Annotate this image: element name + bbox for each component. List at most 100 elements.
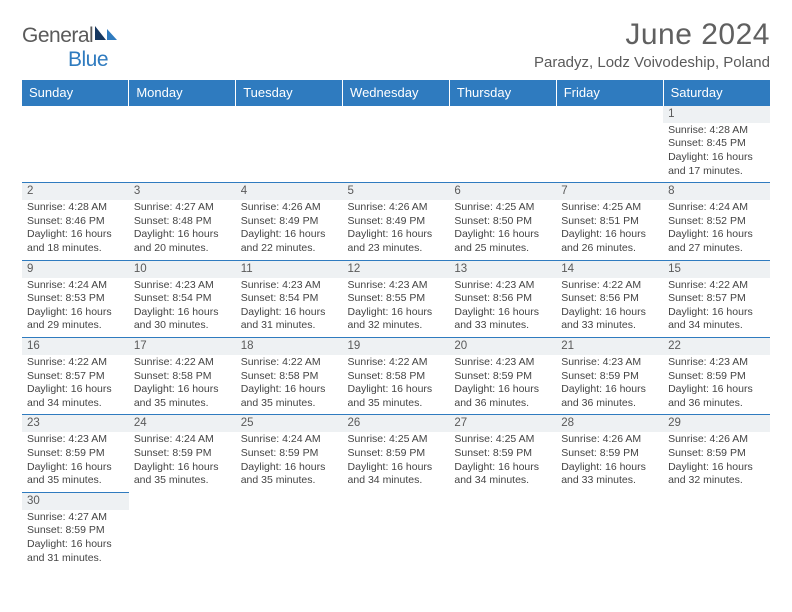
empty-cell xyxy=(663,510,770,570)
weekday-header: Sunday xyxy=(22,80,129,106)
sunset-text: Sunset: 8:46 PM xyxy=(27,215,124,229)
sunrise-text: Sunrise: 4:23 AM xyxy=(561,356,658,370)
daylight-text: Daylight: 16 hours and 36 minutes. xyxy=(561,383,658,410)
day-number-cell: 21 xyxy=(556,338,663,355)
day-info-cell: Sunrise: 4:22 AMSunset: 8:58 PMDaylight:… xyxy=(236,355,343,415)
sunset-text: Sunset: 8:49 PM xyxy=(348,215,445,229)
empty-cell xyxy=(663,492,770,509)
day-info-cell: Sunrise: 4:25 AMSunset: 8:51 PMDaylight:… xyxy=(556,200,663,260)
sunrise-text: Sunrise: 4:24 AM xyxy=(27,279,124,293)
empty-cell xyxy=(129,123,236,183)
day-number-cell: 27 xyxy=(449,415,556,432)
day-number-row: 9101112131415 xyxy=(22,260,770,277)
empty-cell xyxy=(556,510,663,570)
daylight-text: Daylight: 16 hours and 35 minutes. xyxy=(241,461,338,488)
day-info-cell: Sunrise: 4:22 AMSunset: 8:57 PMDaylight:… xyxy=(22,355,129,415)
empty-cell xyxy=(22,106,129,123)
day-info-cell: Sunrise: 4:26 AMSunset: 8:59 PMDaylight:… xyxy=(663,432,770,492)
empty-cell xyxy=(129,510,236,570)
day-info-cell: Sunrise: 4:23 AMSunset: 8:56 PMDaylight:… xyxy=(449,278,556,338)
daylight-text: Daylight: 16 hours and 34 minutes. xyxy=(668,306,765,333)
day-number-cell: 14 xyxy=(556,260,663,277)
day-info-cell: Sunrise: 4:24 AMSunset: 8:53 PMDaylight:… xyxy=(22,278,129,338)
day-number-cell: 11 xyxy=(236,260,343,277)
daylight-text: Daylight: 16 hours and 20 minutes. xyxy=(134,228,231,255)
sunset-text: Sunset: 8:59 PM xyxy=(668,447,765,461)
day-number-cell: 9 xyxy=(22,260,129,277)
sunrise-text: Sunrise: 4:23 AM xyxy=(454,279,551,293)
sunrise-text: Sunrise: 4:26 AM xyxy=(668,433,765,447)
sunset-text: Sunset: 8:59 PM xyxy=(241,447,338,461)
day-info-row: Sunrise: 4:28 AMSunset: 8:45 PMDaylight:… xyxy=(22,123,770,183)
daylight-text: Daylight: 16 hours and 32 minutes. xyxy=(668,461,765,488)
day-number-cell: 20 xyxy=(449,338,556,355)
daylight-text: Daylight: 16 hours and 33 minutes. xyxy=(561,306,658,333)
empty-cell xyxy=(22,123,129,183)
sunset-text: Sunset: 8:59 PM xyxy=(561,447,658,461)
day-number-cell: 4 xyxy=(236,183,343,200)
sunset-text: Sunset: 8:57 PM xyxy=(27,370,124,384)
sunset-text: Sunset: 8:59 PM xyxy=(348,447,445,461)
sunset-text: Sunset: 8:59 PM xyxy=(454,447,551,461)
daylight-text: Daylight: 16 hours and 33 minutes. xyxy=(561,461,658,488)
day-info-cell: Sunrise: 4:24 AMSunset: 8:59 PMDaylight:… xyxy=(236,432,343,492)
day-info-cell: Sunrise: 4:23 AMSunset: 8:59 PMDaylight:… xyxy=(663,355,770,415)
daylight-text: Daylight: 16 hours and 25 minutes. xyxy=(454,228,551,255)
sunrise-text: Sunrise: 4:26 AM xyxy=(241,201,338,215)
day-number-cell: 30 xyxy=(22,492,129,509)
day-info-cell: Sunrise: 4:24 AMSunset: 8:52 PMDaylight:… xyxy=(663,200,770,260)
daylight-text: Daylight: 16 hours and 23 minutes. xyxy=(348,228,445,255)
day-info-cell: Sunrise: 4:27 AMSunset: 8:59 PMDaylight:… xyxy=(22,510,129,570)
daylight-text: Daylight: 16 hours and 34 minutes. xyxy=(454,461,551,488)
sunset-text: Sunset: 8:49 PM xyxy=(241,215,338,229)
empty-cell xyxy=(343,123,450,183)
sunset-text: Sunset: 8:59 PM xyxy=(561,370,658,384)
empty-cell xyxy=(449,510,556,570)
daylight-text: Daylight: 16 hours and 31 minutes. xyxy=(241,306,338,333)
sunrise-text: Sunrise: 4:22 AM xyxy=(241,356,338,370)
daylight-text: Daylight: 16 hours and 32 minutes. xyxy=(348,306,445,333)
sunrise-text: Sunrise: 4:25 AM xyxy=(454,201,551,215)
header: GeneralBlue June 2024 Paradyz, Lodz Voiv… xyxy=(22,18,770,72)
day-info-cell: Sunrise: 4:23 AMSunset: 8:59 PMDaylight:… xyxy=(22,432,129,492)
calendar-table: SundayMondayTuesdayWednesdayThursdayFrid… xyxy=(22,80,770,569)
day-number-row: 1 xyxy=(22,106,770,123)
day-number-row: 30 xyxy=(22,492,770,509)
sunrise-text: Sunrise: 4:27 AM xyxy=(27,511,124,525)
sunrise-text: Sunrise: 4:23 AM xyxy=(27,433,124,447)
sunrise-text: Sunrise: 4:23 AM xyxy=(668,356,765,370)
sunset-text: Sunset: 8:51 PM xyxy=(561,215,658,229)
empty-cell xyxy=(129,492,236,509)
day-info-cell: Sunrise: 4:23 AMSunset: 8:54 PMDaylight:… xyxy=(129,278,236,338)
sunrise-text: Sunrise: 4:28 AM xyxy=(668,124,765,138)
sunrise-text: Sunrise: 4:22 AM xyxy=(348,356,445,370)
day-info-cell: Sunrise: 4:23 AMSunset: 8:59 PMDaylight:… xyxy=(449,355,556,415)
day-info-cell: Sunrise: 4:26 AMSunset: 8:49 PMDaylight:… xyxy=(236,200,343,260)
daylight-text: Daylight: 16 hours and 34 minutes. xyxy=(348,461,445,488)
daylight-text: Daylight: 16 hours and 29 minutes. xyxy=(27,306,124,333)
day-info-cell: Sunrise: 4:25 AMSunset: 8:50 PMDaylight:… xyxy=(449,200,556,260)
empty-cell xyxy=(556,106,663,123)
day-number-cell: 18 xyxy=(236,338,343,355)
daylight-text: Daylight: 16 hours and 35 minutes. xyxy=(134,461,231,488)
sunset-text: Sunset: 8:56 PM xyxy=(561,292,658,306)
empty-cell xyxy=(236,106,343,123)
sunrise-text: Sunrise: 4:23 AM xyxy=(348,279,445,293)
day-info-row: Sunrise: 4:27 AMSunset: 8:59 PMDaylight:… xyxy=(22,510,770,570)
daylight-text: Daylight: 16 hours and 35 minutes. xyxy=(241,383,338,410)
day-info-cell: Sunrise: 4:25 AMSunset: 8:59 PMDaylight:… xyxy=(343,432,450,492)
day-number-cell: 7 xyxy=(556,183,663,200)
empty-cell xyxy=(236,510,343,570)
sail-icon xyxy=(93,24,121,42)
empty-cell xyxy=(343,510,450,570)
daylight-text: Daylight: 16 hours and 35 minutes. xyxy=(27,461,124,488)
day-number-cell: 22 xyxy=(663,338,770,355)
day-info-cell: Sunrise: 4:26 AMSunset: 8:49 PMDaylight:… xyxy=(343,200,450,260)
empty-cell xyxy=(449,123,556,183)
sunset-text: Sunset: 8:50 PM xyxy=(454,215,551,229)
day-number-cell: 1 xyxy=(663,106,770,123)
brand-logo: GeneralBlue xyxy=(22,24,121,72)
empty-cell xyxy=(449,106,556,123)
daylight-text: Daylight: 16 hours and 27 minutes. xyxy=(668,228,765,255)
day-number-cell: 26 xyxy=(343,415,450,432)
